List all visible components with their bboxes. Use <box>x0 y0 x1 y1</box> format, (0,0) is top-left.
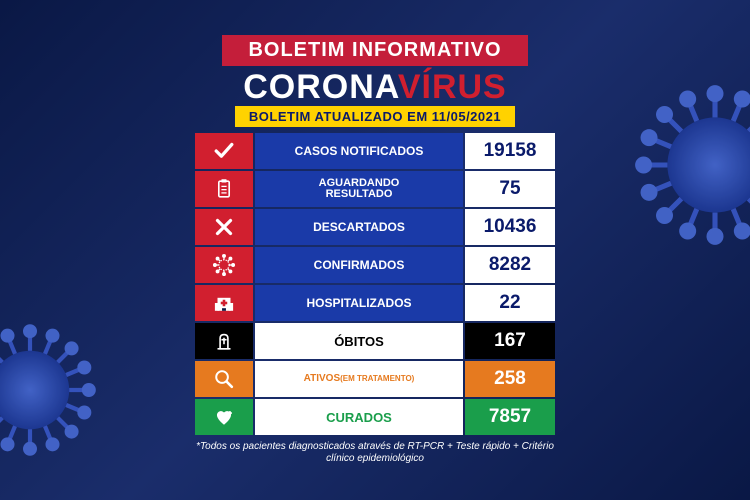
hospital-icon <box>195 285 253 321</box>
title: CORONAVÍRUS <box>243 70 507 104</box>
stat-value: 19158 <box>465 133 555 169</box>
stats-table: CASOS NOTIFICADOS19158AGUARDANDORESULTAD… <box>195 133 555 435</box>
footnote: *Todos os pacientes diagnosticados atrav… <box>195 441 555 465</box>
clipboard-icon <box>195 171 253 207</box>
title-part2: VÍRUS <box>398 68 507 106</box>
grave-icon <box>195 323 253 359</box>
stat-label: AGUARDANDORESULTADO <box>255 171 463 207</box>
check-icon <box>195 133 253 169</box>
table-row: AGUARDANDORESULTADO75 <box>195 171 555 207</box>
x-icon <box>195 209 253 245</box>
stat-value: 167 <box>465 323 555 359</box>
stat-value: 7857 <box>465 399 555 435</box>
stat-label: CURADOS <box>255 399 463 435</box>
stat-label: CASOS NOTIFICADOS <box>255 133 463 169</box>
stat-value: 22 <box>465 285 555 321</box>
stat-value: 258 <box>465 361 555 397</box>
heart-icon <box>195 399 253 435</box>
magnify-icon <box>195 361 253 397</box>
table-row: ÓBITOS167 <box>195 323 555 359</box>
table-row: CASOS NOTIFICADOS19158 <box>195 133 555 169</box>
stat-label: HOSPITALIZADOS <box>255 285 463 321</box>
table-row: ATIVOS(EM TRATAMENTO)258 <box>195 361 555 397</box>
table-row: DESCARTADOS10436 <box>195 209 555 245</box>
stat-value: 8282 <box>465 247 555 283</box>
virus-decoration-left <box>0 320 100 460</box>
stat-label: ÓBITOS <box>255 323 463 359</box>
stat-value: 75 <box>465 171 555 207</box>
stat-label: ATIVOS(EM TRATAMENTO) <box>255 361 463 397</box>
stat-label: CONFIRMADOS <box>255 247 463 283</box>
stat-label: DESCARTADOS <box>255 209 463 245</box>
header-banner: BOLETIM INFORMATIVO <box>222 35 527 66</box>
table-row: HOSPITALIZADOS22 <box>195 285 555 321</box>
title-part1: CORONA <box>243 68 398 106</box>
stat-value: 10436 <box>465 209 555 245</box>
virus-icon <box>195 247 253 283</box>
table-row: CURADOS7857 <box>195 399 555 435</box>
virus-decoration-right <box>630 80 750 250</box>
infographic-container: BOLETIM INFORMATIVO CORONAVÍRUS BOLETIM … <box>175 35 575 465</box>
table-row: CONFIRMADOS8282 <box>195 247 555 283</box>
sub-banner: BOLETIM ATUALIZADO EM 11/05/2021 <box>235 106 515 127</box>
